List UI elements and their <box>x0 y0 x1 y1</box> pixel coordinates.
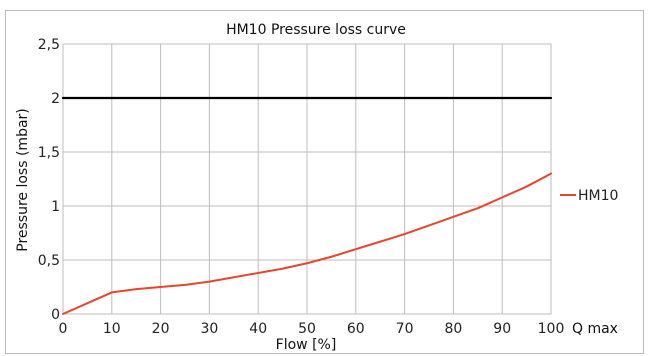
y-tick-label: 1 <box>51 199 60 215</box>
x-tick-label: 30 <box>200 321 218 337</box>
grid <box>62 43 552 315</box>
y-axis-label: Pressure loss (mbar) <box>15 108 31 252</box>
x-tick-label: 20 <box>152 321 170 337</box>
series-line-hm10 <box>62 172 552 315</box>
tick-labels: 0 10 20 30 40 50 60 70 80 90 100 0 0,5 1 1,5 2 2,5 <box>38 37 565 337</box>
x-tick-label: 80 <box>444 321 462 337</box>
x-tick-label: 40 <box>249 321 267 337</box>
chart-title: HM10 Pressure loss curve <box>226 22 406 38</box>
y-tick-label: 1,5 <box>38 145 60 161</box>
x-tick-label: 60 <box>347 321 365 337</box>
y-tick-label: 0 <box>51 307 60 323</box>
x-tick-label: 10 <box>103 321 121 337</box>
x-tick-label: 0 <box>59 321 68 337</box>
legend-label-hm10: HM10 <box>578 188 618 204</box>
x-tick-label: 70 <box>396 321 414 337</box>
x-axis-extra-label: Q max <box>572 321 618 337</box>
series-layer <box>61 96 553 315</box>
x-tick-label: 100 <box>538 321 565 337</box>
x-axis-label: Flow [%] <box>276 337 337 353</box>
y-tick-label: 2,5 <box>38 37 60 53</box>
x-tick-label: 90 <box>493 321 511 337</box>
y-tick-label: 0,5 <box>38 253 60 269</box>
y-tick-label: 2 <box>51 91 60 107</box>
x-tick-label: 50 <box>298 321 316 337</box>
